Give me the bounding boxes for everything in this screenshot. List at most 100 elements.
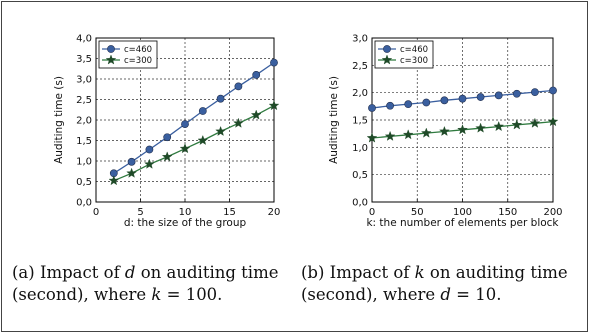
series-c=300: [366, 116, 559, 143]
data-point: [529, 117, 541, 128]
data-point: [547, 116, 559, 127]
legend-marker: [105, 54, 117, 65]
data-point: [198, 107, 207, 115]
x-tick-label: 100: [453, 207, 472, 218]
caption-b: (b) Impact of k on auditing time (second…: [301, 262, 568, 306]
data-point: [145, 145, 154, 154]
data-point: [386, 101, 394, 110]
chart-a: 0 5 10 15 20 0,0 0,5 1,0 1,5 2,0 2,5 3,0 3,5 4,0 d: th…: [53, 34, 280, 230]
x-tick-label: 150: [498, 207, 517, 218]
legend-marker: [383, 45, 391, 53]
data-point: [476, 93, 485, 101]
data-point: [197, 134, 209, 145]
data-point: [440, 96, 449, 105]
y-tick-label: 4,0: [76, 34, 92, 45]
data-point: [384, 130, 396, 141]
legend-marker: [107, 45, 115, 53]
data-point: [234, 82, 243, 91]
x-tick-label: 20: [268, 207, 281, 218]
series-line: [113, 105, 275, 182]
data-point: [422, 98, 431, 107]
chart-b: 0 50 100 150 200 0,0 0,5 1,0 1,5 2,0 2,5 3,0 k: the …: [328, 34, 563, 230]
y-tick-label: 2,5: [352, 61, 368, 72]
legend-marker: [381, 54, 393, 65]
data-point: [108, 175, 120, 186]
data-point: [144, 158, 155, 169]
y-tick-label: 1,0: [76, 157, 92, 168]
y-tick-label: 3,0: [76, 75, 92, 86]
y-tick-label: 0,0: [76, 198, 92, 209]
x-tick-label: 15: [223, 207, 236, 218]
legend-label: c=460: [400, 45, 428, 55]
caption-a-text2: on auditing time: [135, 263, 279, 282]
y-axis-label: Auditing time (s): [53, 76, 65, 164]
data-point: [250, 109, 262, 120]
caption-a-line1: (a) Impact of d on auditing time: [12, 262, 279, 284]
x-tick-label: 5: [137, 207, 143, 218]
data-point: [127, 157, 136, 166]
y-tick-label: 2,0: [76, 116, 92, 127]
x-tick-label: 50: [411, 207, 424, 218]
y-tick-label: 1,5: [76, 136, 92, 147]
data-point: [458, 94, 467, 103]
data-point: [233, 117, 244, 128]
data-point: [181, 120, 189, 128]
y-tick-label: 0,0: [352, 198, 368, 209]
x-axis-label: k: the number of elements per block: [366, 217, 559, 229]
data-point: [268, 99, 280, 111]
y-tick-label: 2,5: [76, 95, 92, 106]
data-point: [494, 91, 503, 100]
caption-b-line1: (b) Impact of k on auditing time: [301, 262, 568, 284]
data-point: [179, 143, 191, 154]
series-line: [113, 62, 275, 174]
caption-b-text4: = 10.: [450, 285, 502, 304]
caption-a-var1: d: [124, 263, 136, 282]
legend-label: c=300: [124, 56, 152, 66]
data-point: [531, 88, 539, 97]
data-point: [126, 167, 137, 178]
caption-a-line2: (second), where k = 100.: [12, 284, 279, 306]
data-point: [549, 86, 557, 95]
data-point: [270, 58, 278, 67]
data-point: [493, 121, 505, 132]
caption-a-text1: (a) Impact of: [12, 263, 125, 282]
y-tick-label: 1,5: [352, 116, 368, 127]
y-tick-label: 3,0: [352, 34, 368, 45]
data-point: [511, 119, 523, 130]
data-point: [402, 129, 414, 140]
y-axis-label: Auditing time (s): [328, 76, 340, 164]
caption-a: (a) Impact of d on auditing time (second…: [12, 262, 279, 306]
data-point: [475, 122, 486, 133]
data-point: [368, 104, 376, 112]
y-tick-label: 3,5: [76, 54, 92, 65]
plot-area-frame: [95, 37, 275, 203]
caption-a-text4: = 100.: [161, 285, 223, 304]
caption-b-text1: (b) Impact of: [301, 263, 415, 282]
caption-b-line2: (second), where d = 10.: [301, 284, 568, 306]
x-tick-label: 200: [543, 207, 562, 218]
y-tick-label: 0,5: [352, 170, 368, 181]
data-point: [420, 127, 432, 138]
caption-b-text2: on auditing time: [424, 263, 568, 282]
x-tick-label: 0: [93, 207, 99, 218]
caption-b-text3: (second), where: [301, 285, 441, 304]
data-point: [439, 125, 450, 136]
x-axis-label: d: the size of the group: [124, 217, 247, 229]
caption-a-text3: (second), where: [12, 285, 152, 304]
data-point: [216, 94, 225, 103]
series-c=460: [109, 58, 278, 178]
data-point: [512, 89, 521, 98]
x-tick-label: 0: [369, 207, 375, 218]
data-point: [161, 151, 173, 162]
data-point: [215, 125, 226, 136]
y-tick-label: 1,0: [352, 143, 368, 154]
data-point: [457, 124, 468, 135]
legend-label: c=300: [400, 56, 428, 66]
data-point: [163, 133, 172, 142]
data-point: [404, 100, 413, 109]
caption-b-var1: k: [414, 263, 425, 282]
